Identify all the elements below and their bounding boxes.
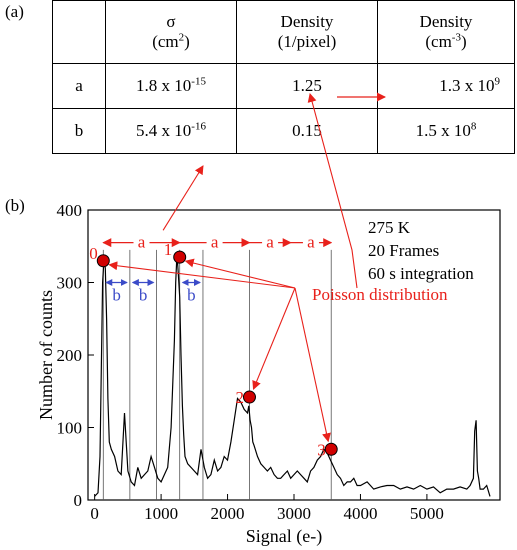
poisson-arrow xyxy=(108,261,296,289)
histogram-line xyxy=(94,253,491,497)
link-arrow-sigma xyxy=(162,165,204,231)
spacing-a-label: a xyxy=(307,233,315,252)
y-axis-label: Number of counts xyxy=(36,290,56,420)
x-tick-label: 2000 xyxy=(211,504,245,523)
peak-marker xyxy=(173,250,187,264)
sigma-header-title: σ xyxy=(166,12,176,31)
sigma-value-base: 5.4 x 10 xyxy=(136,121,192,140)
density-cm-value-exp: 8 xyxy=(470,120,477,133)
peak-marker xyxy=(324,442,338,456)
poisson-arrow xyxy=(294,287,331,443)
row-label: a xyxy=(52,63,106,109)
density-pixel-value: 0.15 xyxy=(236,108,378,154)
density-pixel-header-title: Density xyxy=(280,12,334,31)
x-tick-label: 3000 xyxy=(277,504,311,523)
y-tick-label: 200 xyxy=(57,346,83,365)
peak-markers: 0 1 2 3 xyxy=(89,240,338,459)
spacing-a-label-bg xyxy=(133,231,150,250)
callout-arrows xyxy=(108,92,386,443)
table-row: b 5.4 x 10-16 0.15 1.5 x 108 xyxy=(52,108,515,154)
density-pixel-header-unit: (1/pixel) xyxy=(277,32,337,51)
peak-marker-label: 1 xyxy=(164,240,173,259)
spacing-b-label: b xyxy=(139,286,148,305)
parameters-table: σ (cm2) Density (1/pixel) Density (cm-3)… xyxy=(52,0,515,154)
spacing-a-label: a xyxy=(138,233,146,252)
annotation-text: 60 s integration xyxy=(368,264,474,283)
x-tick-label: 5000 xyxy=(410,504,444,523)
sigma-value-exp: -15 xyxy=(191,75,206,88)
chart-labels: Signal (e-) Number of counts 275 K 20 Frame… xyxy=(36,218,474,547)
x-tick-label: 0 xyxy=(90,504,99,523)
spacing-a-label-bg xyxy=(262,231,279,250)
spacing-annotations: a a a ab b b xyxy=(102,231,333,305)
row-label: b xyxy=(52,108,106,154)
sigma-value-exp: -16 xyxy=(191,120,206,133)
sigma-value-base: 1.8 x 10 xyxy=(136,76,192,95)
x-tick-label: 4000 xyxy=(343,504,377,523)
peak-guide-lines xyxy=(102,249,332,500)
poisson-distribution-label: Poisson distribution xyxy=(312,285,448,304)
density-cm-value: 1.5 x 108 xyxy=(377,108,515,154)
panel-b-label: (b) xyxy=(5,196,25,215)
link-arrow-density-pixel xyxy=(307,93,358,289)
sigma-value: 5.4 x 10-16 xyxy=(105,108,237,154)
spacing-b-label: b xyxy=(187,286,196,305)
annotation-text: 275 K xyxy=(368,218,411,237)
data-series xyxy=(94,253,491,497)
peak-marker-label: 2 xyxy=(235,388,244,407)
density-cm-value-base: 1.5 x 10 xyxy=(415,121,471,140)
y-tick-label: 300 xyxy=(57,274,83,293)
sigma-header-unit: (cm xyxy=(152,32,179,51)
poisson-arrow xyxy=(252,287,296,390)
peak-marker xyxy=(242,390,256,404)
poisson-arrow xyxy=(184,258,296,289)
density-cm-header-unit: (cm xyxy=(425,32,452,51)
table-corner-cell xyxy=(52,0,106,64)
density-cm-value-base: 1.3 x 10 xyxy=(439,76,495,95)
sigma-header-unit-end: ) xyxy=(184,32,190,51)
x-axis-label: Signal (e-) xyxy=(246,526,322,547)
spacing-a-label-bg xyxy=(206,231,223,250)
sigma-header-unit-sup: 2 xyxy=(178,31,185,44)
sigma-value: 1.8 x 10-15 xyxy=(105,63,237,109)
y-tick-label: 0 xyxy=(74,491,83,510)
spacing-a-label: a xyxy=(266,233,274,252)
panel-a-label: (a) xyxy=(5,2,24,21)
density-cm-header-unit-sup: -3 xyxy=(451,31,461,44)
y-tick-label: 400 xyxy=(57,201,83,220)
spacing-a-label: a xyxy=(211,233,219,252)
density-cm-header-unit-end: ) xyxy=(460,32,467,51)
spacing-a-label-bg xyxy=(302,231,319,250)
x-tick-label: 1000 xyxy=(144,504,178,523)
density-cm-header: Density (cm-3) xyxy=(377,0,515,64)
density-cm-value-exp: 9 xyxy=(494,75,501,88)
sigma-header: σ (cm2) xyxy=(105,0,237,64)
peak-marker xyxy=(96,254,110,268)
density-cm-header-title: Density xyxy=(419,12,473,31)
annotation-text: 20 Frames xyxy=(368,241,439,260)
spacing-b-label: b xyxy=(112,286,121,305)
y-tick-label: 100 xyxy=(57,419,83,438)
peak-marker-label: 3 xyxy=(317,440,326,459)
peak-marker-label: 0 xyxy=(89,244,98,263)
